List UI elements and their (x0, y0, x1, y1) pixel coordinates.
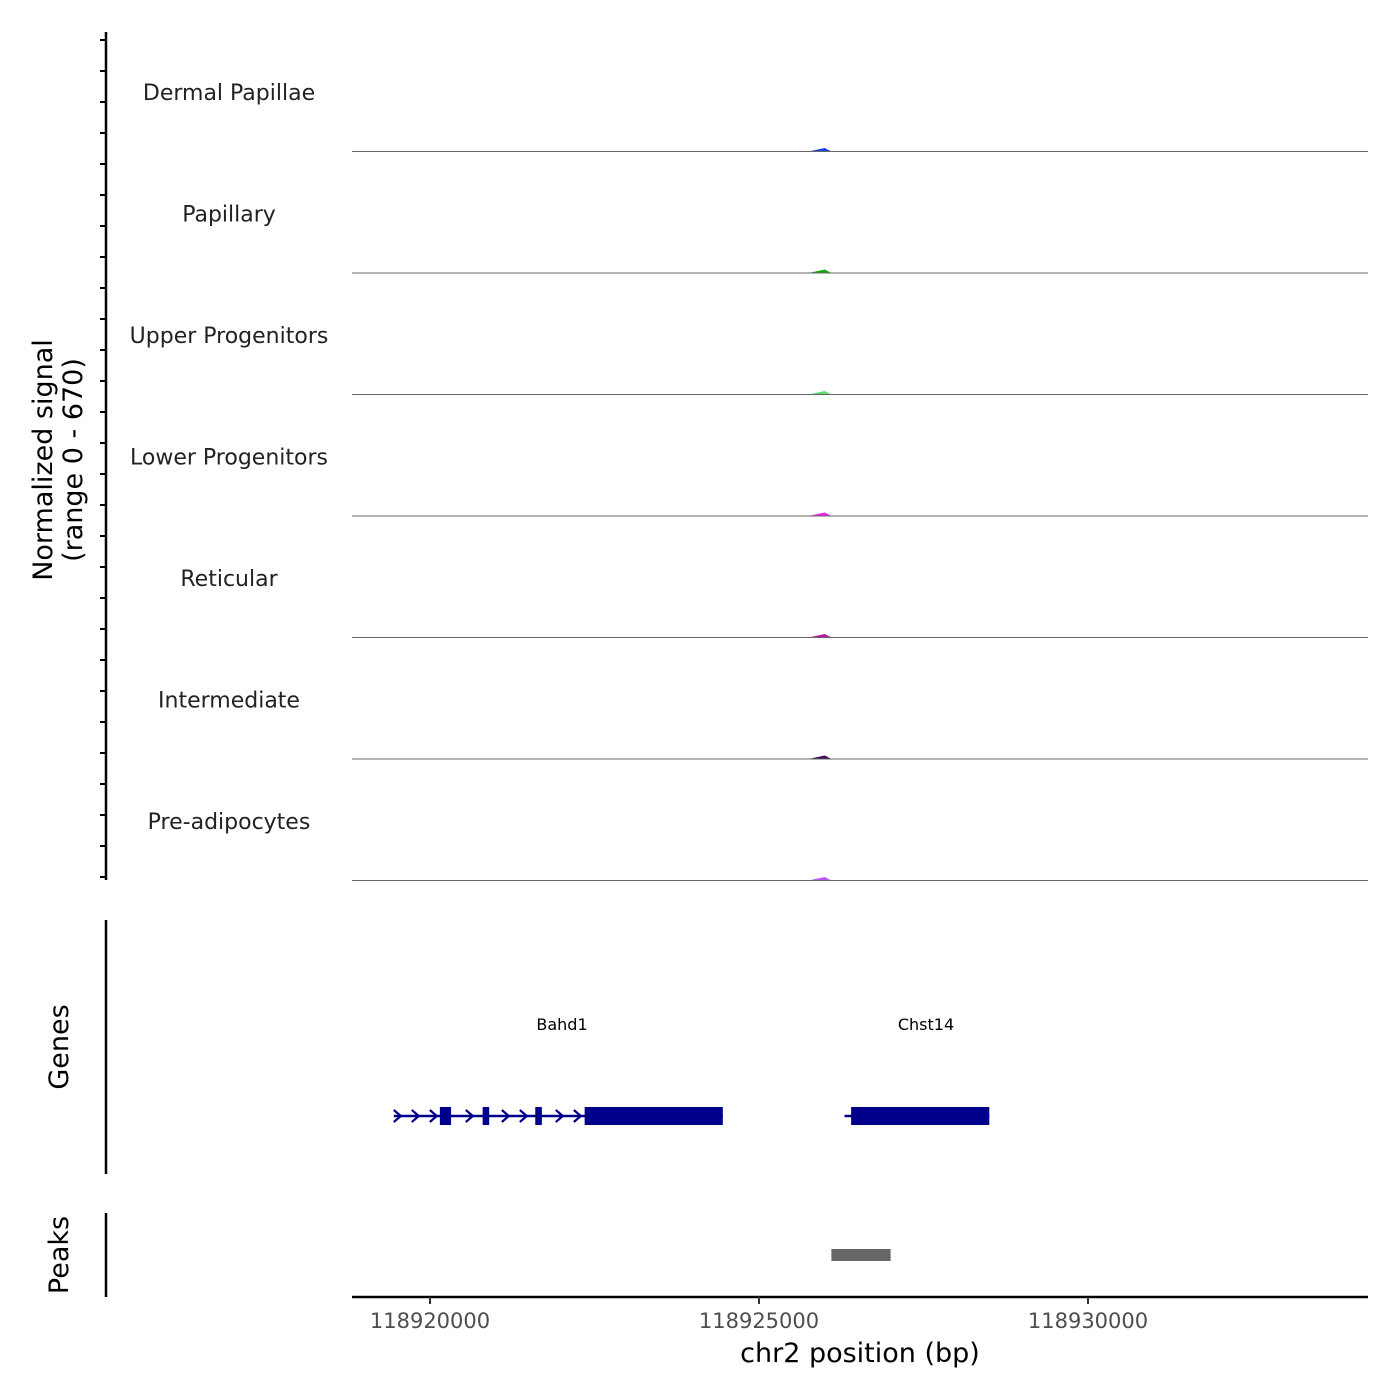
track-5: Reticular (180, 567, 1368, 638)
coverage-area (265, 512, 1286, 516)
exon (584, 1107, 723, 1125)
exon (439, 1107, 452, 1125)
peak-track (831, 1249, 891, 1261)
track-4: Lower Progenitors (130, 446, 1368, 517)
coverage-area (265, 634, 1286, 638)
coverage-tracks: Dermal Papillae Papillary Upper Progenitor… (130, 81, 1368, 881)
track-label: Upper Progenitors (130, 324, 329, 349)
track-label: Dermal Papillae (143, 81, 315, 106)
strand-arrow (501, 1109, 511, 1123)
strand-arrow (573, 1109, 583, 1123)
track-7: Pre-adipocytes (148, 810, 1368, 881)
gene-model-bahd1 (393, 1107, 723, 1125)
coverage-area (265, 391, 1286, 395)
track-1: Dermal Papillae (143, 81, 1368, 152)
strand-arrow (555, 1109, 565, 1123)
y-axis-title: Normalized signal (range 0 - 670) (28, 339, 89, 581)
strand-arrow (393, 1109, 403, 1123)
y-axis-title-range: (range 0 - 670) (58, 358, 89, 562)
gene-model-chst14 (844, 1107, 990, 1125)
strand-arrow (519, 1109, 529, 1123)
coverage-area (265, 877, 1286, 881)
track-6: Intermediate (158, 689, 1368, 760)
track-label: Lower Progenitors (130, 446, 328, 471)
genes-track-label: Genes (44, 1004, 75, 1089)
coverage-area (265, 148, 1286, 152)
gene-track (393, 1107, 990, 1125)
exon (535, 1107, 542, 1125)
exon (851, 1107, 990, 1125)
x-tick-label-2: 118925000 (699, 1309, 819, 1333)
track-label: Papillary (182, 203, 276, 228)
x-tick-label-1: 118920000 (370, 1309, 490, 1333)
track-3: Upper Progenitors (130, 324, 1368, 395)
exon (482, 1107, 490, 1125)
strand-arrow (465, 1109, 475, 1123)
x-axis-title: chr2 position (bp) (740, 1338, 980, 1369)
gene-label-bahd1: Bahd1 (536, 1015, 587, 1034)
y-axis-title-main: Normalized signal (28, 339, 59, 581)
coverage-area (265, 269, 1286, 273)
track-label: Pre-adipocytes (148, 810, 311, 835)
x-axis-ticks (429, 1297, 1089, 1304)
track-2: Papillary (182, 203, 1368, 274)
coverage-y-ticks (100, 39, 106, 878)
track-label: Reticular (180, 567, 278, 592)
x-tick-label-3: 118930000 (1028, 1309, 1148, 1333)
peaks-track-label: Peaks (44, 1216, 75, 1294)
strand-arrow (429, 1109, 439, 1123)
coverage-area (265, 755, 1286, 759)
track-label: Intermediate (158, 689, 300, 714)
peak-region (831, 1249, 891, 1261)
gene-label-chst14: Chst14 (898, 1015, 954, 1034)
strand-arrow (411, 1109, 421, 1123)
